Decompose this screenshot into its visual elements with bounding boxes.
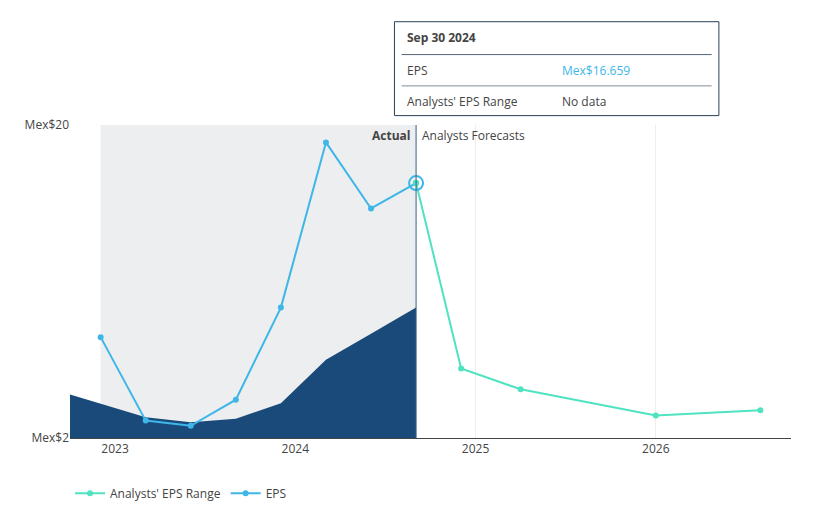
svg-text:Analysts Forecasts: Analysts Forecasts	[422, 127, 525, 144]
svg-text:EPS: EPS	[407, 62, 427, 79]
svg-text:EPS: EPS	[266, 485, 286, 502]
svg-text:Analysts' EPS Range: Analysts' EPS Range	[110, 485, 221, 502]
svg-text:2025: 2025	[462, 440, 490, 457]
svg-text:Mex$2: Mex$2	[31, 429, 69, 446]
svg-text:2023: 2023	[101, 440, 129, 457]
svg-text:Mex$20: Mex$20	[25, 116, 70, 133]
svg-text:No data: No data	[562, 93, 606, 110]
svg-text:Sep 30 2024: Sep 30 2024	[407, 29, 476, 46]
svg-text:2026: 2026	[642, 440, 670, 457]
svg-text:Actual: Actual	[372, 127, 410, 144]
svg-text:Mex$16.659: Mex$16.659	[562, 62, 630, 79]
svg-text:2024: 2024	[282, 440, 310, 457]
svg-text:Analysts' EPS Range: Analysts' EPS Range	[407, 93, 518, 110]
